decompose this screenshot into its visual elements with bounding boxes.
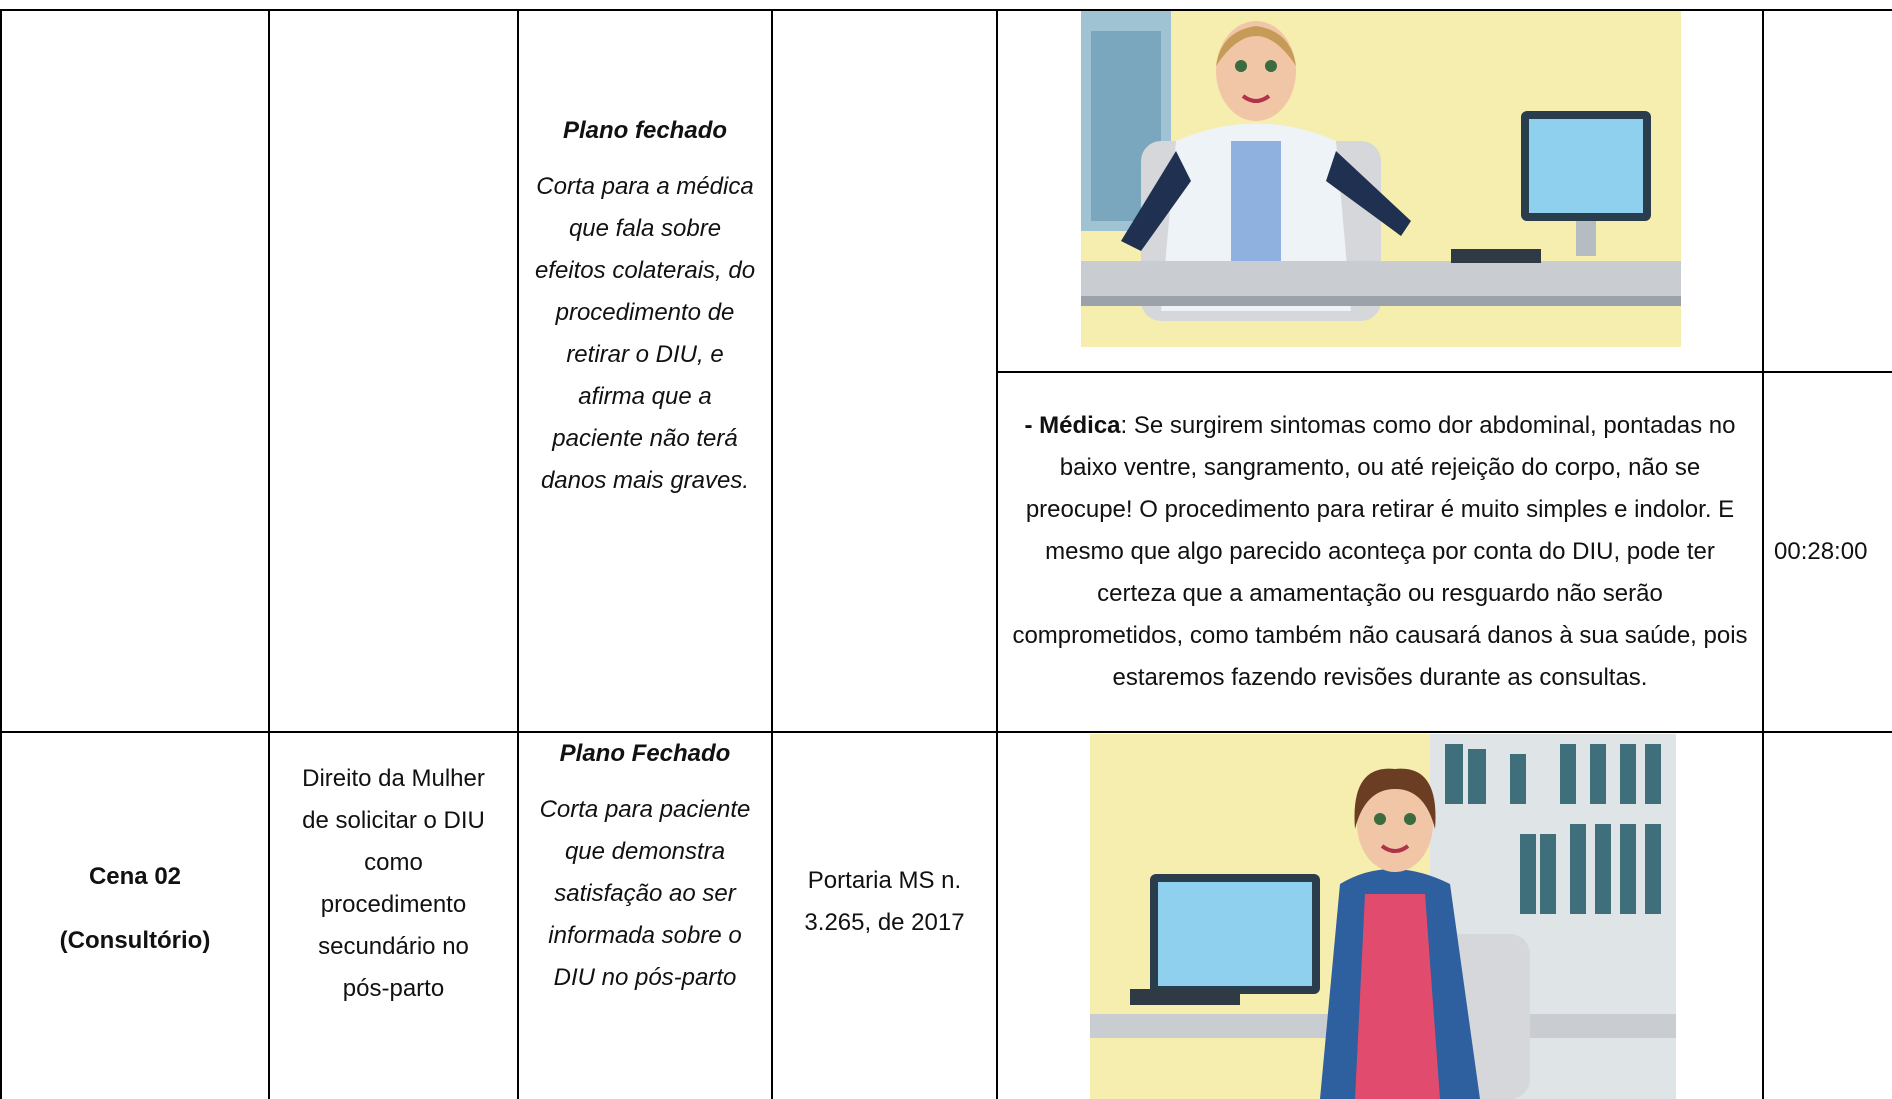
shot-title: Plano fechado bbox=[562, 117, 728, 144]
dialogue: - Médica: Se surgirem sintomas como dor … bbox=[1012, 405, 1748, 699]
theme-cell: Direito da Mulher de solicitar o DIU com… bbox=[270, 758, 517, 1010]
shot-cell: Plano Fechado Corta para paciente que de… bbox=[519, 733, 771, 999]
border bbox=[268, 9, 270, 1099]
reference: Portaria MS n. 3.265, de 2017 bbox=[804, 867, 965, 936]
border bbox=[996, 9, 998, 1099]
border bbox=[0, 731, 1892, 733]
border bbox=[771, 9, 773, 1099]
border bbox=[517, 9, 519, 1099]
patient-illustration bbox=[1090, 734, 1676, 1099]
shot-title: Plano Fechado bbox=[559, 740, 731, 767]
time: 00:28:00 bbox=[1774, 538, 1868, 565]
border bbox=[1762, 9, 1764, 1099]
time-cell: 00:28:00 bbox=[1764, 373, 1892, 731]
theme: Direito da Mulher de solicitar o DIU com… bbox=[302, 765, 485, 1002]
scene-cell: Cena 02 (Consultório) bbox=[2, 845, 268, 973]
doctor-illustration bbox=[1081, 11, 1681, 347]
border bbox=[0, 9, 2, 1099]
dialogue-cell: - Médica: Se surgirem sintomas como dor … bbox=[998, 373, 1762, 731]
scene-place: (Consultório) bbox=[59, 927, 211, 954]
shot-cell: Plano fechado Corta para a médica que fa… bbox=[519, 110, 771, 502]
scene-name: Cena 02 bbox=[88, 863, 182, 890]
speaker: - Médica bbox=[1024, 412, 1121, 439]
dialogue-text: : Se surgirem sintomas como dor abdomina… bbox=[1012, 412, 1748, 691]
border bbox=[0, 9, 1892, 11]
shot-description: Corta para paciente que demonstra satisf… bbox=[539, 796, 751, 991]
reference-cell: Portaria MS n. 3.265, de 2017 bbox=[773, 860, 996, 944]
shot-description: Corta para a médica que fala sobre efeit… bbox=[534, 173, 756, 494]
border bbox=[1763, 371, 1892, 373]
border bbox=[997, 371, 1763, 373]
